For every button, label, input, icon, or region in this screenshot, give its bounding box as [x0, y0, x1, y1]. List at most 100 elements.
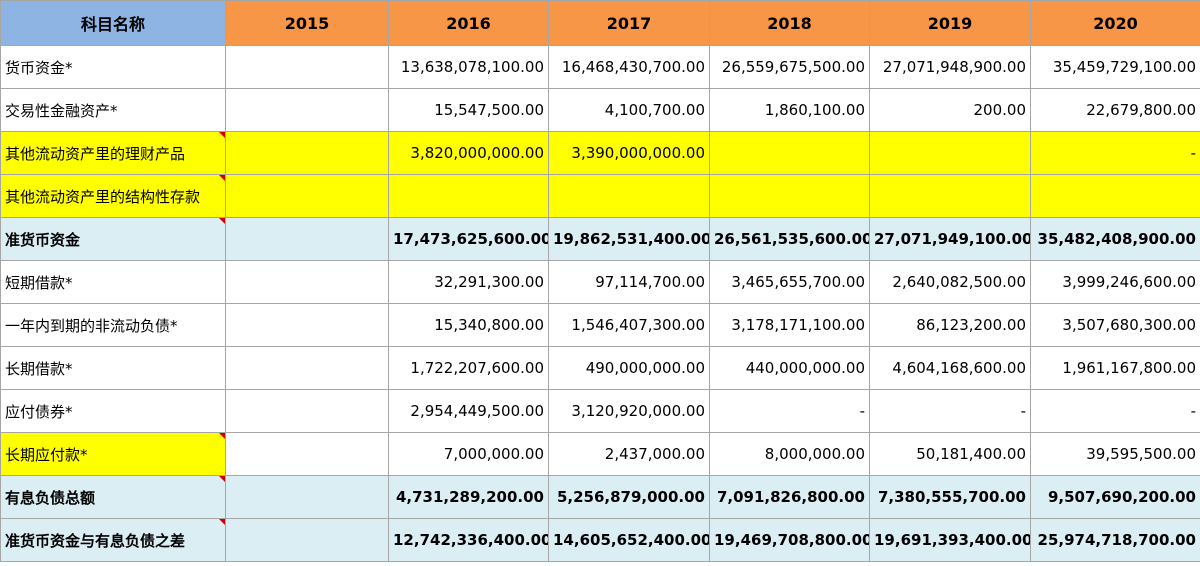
- cell-2017[interactable]: [548, 174, 710, 218]
- cell-2018[interactable]: -: [709, 389, 870, 433]
- cell-2019[interactable]: 4,604,168,600.00: [869, 346, 1031, 390]
- cell-2020[interactable]: 3,999,246,600.00: [1030, 260, 1200, 304]
- row-label-current-noncurrent-liabilities[interactable]: 一年内到期的非流动负债*: [0, 303, 226, 347]
- cell-2020[interactable]: 35,459,729,100.00: [1030, 45, 1200, 89]
- row-label-structured-deposits[interactable]: 其他流动资产里的结构性存款: [0, 174, 226, 218]
- cell-2017[interactable]: 2,437,000.00: [548, 432, 710, 476]
- row-label-net-difference[interactable]: 准货币资金与有息负债之差: [0, 518, 226, 562]
- cell-2016[interactable]: 15,547,500.00: [388, 88, 549, 132]
- header-year-2016[interactable]: 2016: [388, 0, 549, 46]
- row-label-short-term-loans[interactable]: 短期借款*: [0, 260, 226, 304]
- row-label-wealth-products[interactable]: 其他流动资产里的理财产品: [0, 131, 226, 175]
- cell-2020[interactable]: [1030, 174, 1200, 218]
- cell-2018[interactable]: [709, 131, 870, 175]
- cell-2019[interactable]: 27,071,948,900.00: [869, 45, 1031, 89]
- cell-2015[interactable]: [225, 88, 389, 132]
- cell-2018[interactable]: [709, 174, 870, 218]
- cell-2019[interactable]: 2,640,082,500.00: [869, 260, 1031, 304]
- cell-2018[interactable]: 19,469,708,800.00: [709, 518, 870, 562]
- cell-2016[interactable]: 4,731,289,200.00: [388, 475, 549, 519]
- cell-2016[interactable]: [388, 174, 549, 218]
- cell-2020[interactable]: 39,595,500.00: [1030, 432, 1200, 476]
- row-label-cash[interactable]: 货币资金*: [0, 45, 226, 89]
- cell-2017[interactable]: 4,100,700.00: [548, 88, 710, 132]
- cell-2015[interactable]: [225, 217, 389, 261]
- cell-2020[interactable]: 3,507,680,300.00: [1030, 303, 1200, 347]
- cell-2018[interactable]: 3,465,655,700.00: [709, 260, 870, 304]
- row-label-bonds-payable[interactable]: 应付债券*: [0, 389, 226, 433]
- cell-2017[interactable]: 16,468,430,700.00: [548, 45, 710, 89]
- table-row: 货币资金* 13,638,078,100.00 16,468,430,700.0…: [0, 45, 1200, 89]
- table-row: 长期借款* 1,722,207,600.00 490,000,000.00 44…: [0, 346, 1200, 390]
- header-account-name[interactable]: 科目名称: [0, 0, 226, 46]
- cell-2017[interactable]: 1,546,407,300.00: [548, 303, 710, 347]
- cell-2019[interactable]: 19,691,393,400.00: [869, 518, 1031, 562]
- cell-2016[interactable]: 17,473,625,600.00: [388, 217, 549, 261]
- cell-2017[interactable]: 14,605,652,400.00: [548, 518, 710, 562]
- cell-2015[interactable]: [225, 432, 389, 476]
- header-year-2018[interactable]: 2018: [709, 0, 870, 46]
- cell-2020[interactable]: 25,974,718,700.00: [1030, 518, 1200, 562]
- cell-2015[interactable]: [225, 131, 389, 175]
- cell-2015[interactable]: [225, 174, 389, 218]
- cell-2020[interactable]: 22,679,800.00: [1030, 88, 1200, 132]
- cell-2019[interactable]: 27,071,949,100.00: [869, 217, 1031, 261]
- table-row: 准货币资金与有息负债之差 12,742,336,400.00 14,605,65…: [0, 518, 1200, 562]
- cell-2015[interactable]: [225, 389, 389, 433]
- cell-2019[interactable]: 50,181,400.00: [869, 432, 1031, 476]
- cell-2018[interactable]: 1,860,100.00: [709, 88, 870, 132]
- cell-2020[interactable]: -: [1030, 389, 1200, 433]
- table-row: 其他流动资产里的理财产品 3,820,000,000.00 3,390,000,…: [0, 131, 1200, 175]
- row-label-long-term-loans[interactable]: 长期借款*: [0, 346, 226, 390]
- cell-2016[interactable]: 15,340,800.00: [388, 303, 549, 347]
- cell-2017[interactable]: 3,120,920,000.00: [548, 389, 710, 433]
- cell-2017[interactable]: 490,000,000.00: [548, 346, 710, 390]
- cell-2020[interactable]: 35,482,408,900.00: [1030, 217, 1200, 261]
- row-label-quasi-cash[interactable]: 准货币资金: [0, 217, 226, 261]
- cell-2018[interactable]: 8,000,000.00: [709, 432, 870, 476]
- table-row: 其他流动资产里的结构性存款: [0, 174, 1200, 218]
- cell-2015[interactable]: [225, 346, 389, 390]
- cell-2019[interactable]: 200.00: [869, 88, 1031, 132]
- cell-2016[interactable]: 2,954,449,500.00: [388, 389, 549, 433]
- table-row: 有息负债总额 4,731,289,200.00 5,256,879,000.00…: [0, 475, 1200, 519]
- cell-2017[interactable]: 97,114,700.00: [548, 260, 710, 304]
- cell-2015[interactable]: [225, 518, 389, 562]
- table-row: 准货币资金 17,473,625,600.00 19,862,531,400.0…: [0, 217, 1200, 261]
- cell-2018[interactable]: 26,561,535,600.00: [709, 217, 870, 261]
- cell-2020[interactable]: 1,961,167,800.00: [1030, 346, 1200, 390]
- cell-2018[interactable]: 26,559,675,500.00: [709, 45, 870, 89]
- cell-2020[interactable]: -: [1030, 131, 1200, 175]
- header-year-2015[interactable]: 2015: [225, 0, 389, 46]
- cell-2018[interactable]: 440,000,000.00: [709, 346, 870, 390]
- cell-2015[interactable]: [225, 303, 389, 347]
- cell-2015[interactable]: [225, 260, 389, 304]
- cell-2018[interactable]: 7,091,826,800.00: [709, 475, 870, 519]
- cell-2019[interactable]: -: [869, 389, 1031, 433]
- cell-2017[interactable]: 5,256,879,000.00: [548, 475, 710, 519]
- row-label-long-term-payables[interactable]: 长期应付款*: [0, 432, 226, 476]
- cell-2017[interactable]: 3,390,000,000.00: [548, 131, 710, 175]
- row-label-trading-assets[interactable]: 交易性金融资产*: [0, 88, 226, 132]
- cell-2016[interactable]: 3,820,000,000.00: [388, 131, 549, 175]
- cell-2019[interactable]: 86,123,200.00: [869, 303, 1031, 347]
- table-row: 短期借款* 32,291,300.00 97,114,700.00 3,465,…: [0, 260, 1200, 304]
- header-year-2019[interactable]: 2019: [869, 0, 1031, 46]
- header-year-2020[interactable]: 2020: [1030, 0, 1200, 46]
- cell-2016[interactable]: 7,000,000.00: [388, 432, 549, 476]
- cell-2016[interactable]: 13,638,078,100.00: [388, 45, 549, 89]
- cell-2019[interactable]: [869, 131, 1031, 175]
- cell-2015[interactable]: [225, 45, 389, 89]
- cell-2019[interactable]: 7,380,555,700.00: [869, 475, 1031, 519]
- cell-2018[interactable]: 3,178,171,100.00: [709, 303, 870, 347]
- cell-2016[interactable]: 32,291,300.00: [388, 260, 549, 304]
- row-label-interest-bearing-debt[interactable]: 有息负债总额: [0, 475, 226, 519]
- cell-2019[interactable]: [869, 174, 1031, 218]
- header-year-2017[interactable]: 2017: [548, 0, 710, 46]
- cell-2016[interactable]: 1,722,207,600.00: [388, 346, 549, 390]
- cell-2015[interactable]: [225, 475, 389, 519]
- cell-2017[interactable]: 19,862,531,400.00: [548, 217, 710, 261]
- cell-2020[interactable]: 9,507,690,200.00: [1030, 475, 1200, 519]
- cell-2016[interactable]: 12,742,336,400.00: [388, 518, 549, 562]
